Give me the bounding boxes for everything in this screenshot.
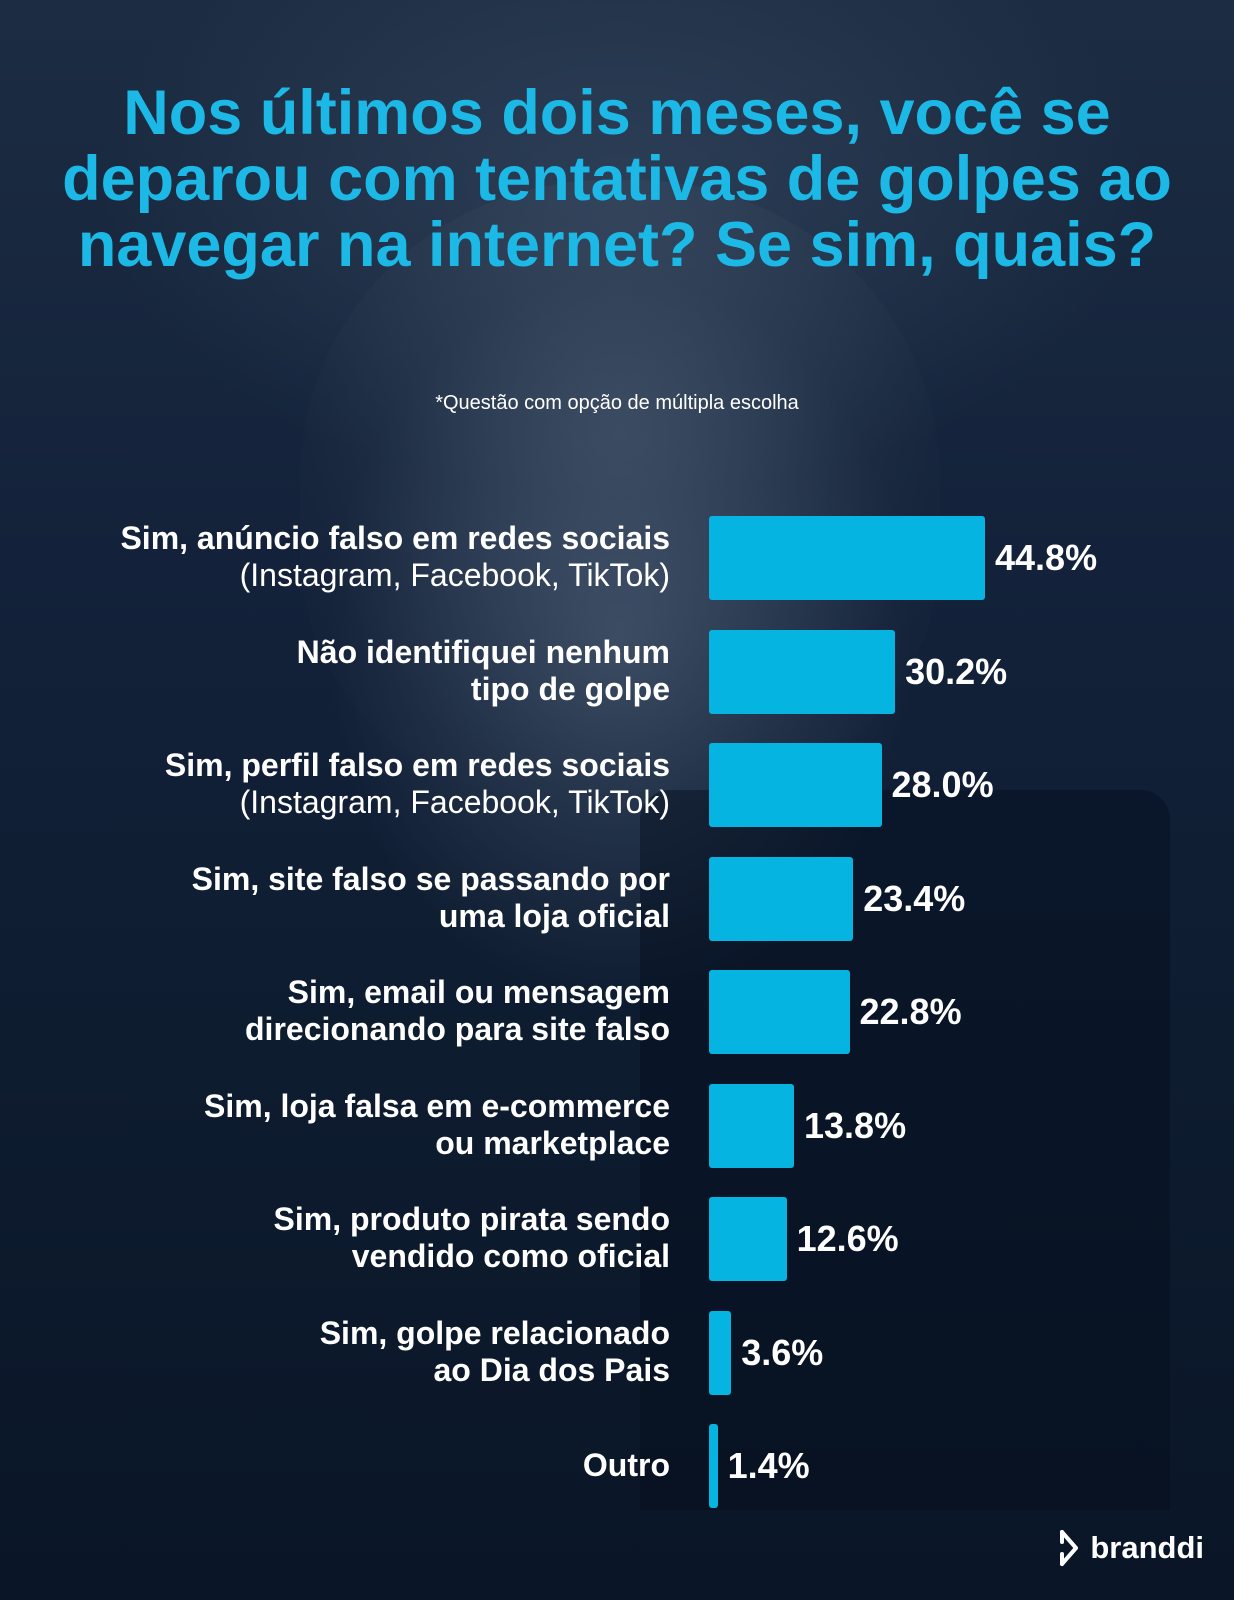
bar [709,1084,794,1168]
category-label-line2: uma loja oficial [438,898,670,934]
data-label: 13.8% [804,1105,907,1146]
bar-row: Sim, loja falsa em e-commerce ou marketpl… [0,1080,1234,1170]
bar [709,1311,732,1395]
bar [709,970,850,1054]
category-label-line2: vendido como oficial [351,1238,670,1274]
bar [709,630,896,714]
category-label: Sim, produto pirata sendo vendido como of… [30,1193,670,1283]
category-label-line1: Sim, golpe relacionado [319,1315,670,1351]
category-label-line1: Outro [582,1446,670,1483]
chart-subtitle: *Questão com opção de múltipla escolha [435,392,799,414]
category-label-line2: ao Dia dos Pais [433,1352,670,1388]
category-label: Sim, golpe relacionado ao Dia dos Pais [30,1307,670,1397]
bar-row: Sim, produto pirata sendo vendido como of… [0,1193,1234,1283]
bar [709,857,854,941]
category-label-line2: ou marketplace [435,1125,670,1161]
data-label: 28.0% [891,764,994,805]
category-label: Sim, site falso se passando por uma loja … [30,853,670,943]
brand-name: branddi [1090,1530,1204,1565]
category-label-line1: Sim, email ou mensagem [287,974,670,1010]
category-label-line2: (Instagram, Facebook, TikTok) [239,557,670,593]
bar [709,743,882,827]
bar-row: Outro 1.4% [0,1420,1234,1510]
category-label-line1: Sim, produto pirata sendo [273,1201,670,1237]
category-label-line2: direcionando para site falso [245,1011,670,1047]
category-label-line1: Sim, perfil falso em redes sociais [164,747,670,783]
data-label: 12.6% [796,1218,899,1259]
category-label-line1: Não identifiquei nenhum [296,634,670,670]
category-label-line2: tipo de golpe [470,671,670,707]
bar-row: Sim, anúncio falso em redes sociais (Inst… [0,512,1234,602]
bar-row: Sim, site falso se passando por uma loja … [0,853,1234,943]
category-label-line1: Sim, site falso se passando por [191,861,670,897]
data-label: 1.4% [727,1445,810,1486]
category-label-line1: Sim, loja falsa em e-commerce [204,1088,670,1124]
bar-row: Sim, perfil falso em redes sociais (Insta… [0,739,1234,829]
chart-title: Nos últimos dois meses, você se deparou … [62,78,1172,280]
data-label: 30.2% [905,651,1008,692]
data-label: 44.8% [995,537,1098,578]
category-label: Outro [30,1420,670,1510]
bar [709,1424,718,1508]
category-label: Sim, anúncio falso em redes sociais (Inst… [30,512,670,602]
data-label: 22.8% [859,991,962,1032]
data-label: 3.6% [741,1332,824,1373]
category-label-line2: (Instagram, Facebook, TikTok) [239,784,670,820]
category-label-line1: Sim, anúncio falso em redes sociais [120,520,670,556]
category-label: Sim, perfil falso em redes sociais (Insta… [30,739,670,829]
bar-row: Sim, email ou mensagem direcionando para … [0,966,1234,1056]
category-label: Não identifiquei nenhum tipo de golpe [30,626,670,716]
category-label: Sim, loja falsa em e-commerce ou marketpl… [30,1080,670,1170]
branddi-logo-icon [1060,1530,1079,1566]
bar-row: Não identifiquei nenhum tipo de golpe 30.2… [0,626,1234,716]
bar [709,1197,787,1281]
category-label: Sim, email ou mensagem direcionando para … [30,966,670,1056]
data-label: 23.4% [863,878,966,919]
brand-logo: branddi [1056,1528,1204,1568]
bar [709,516,985,600]
bar-row: Sim, golpe relacionado ao Dia dos Pais 3.6… [0,1307,1234,1397]
